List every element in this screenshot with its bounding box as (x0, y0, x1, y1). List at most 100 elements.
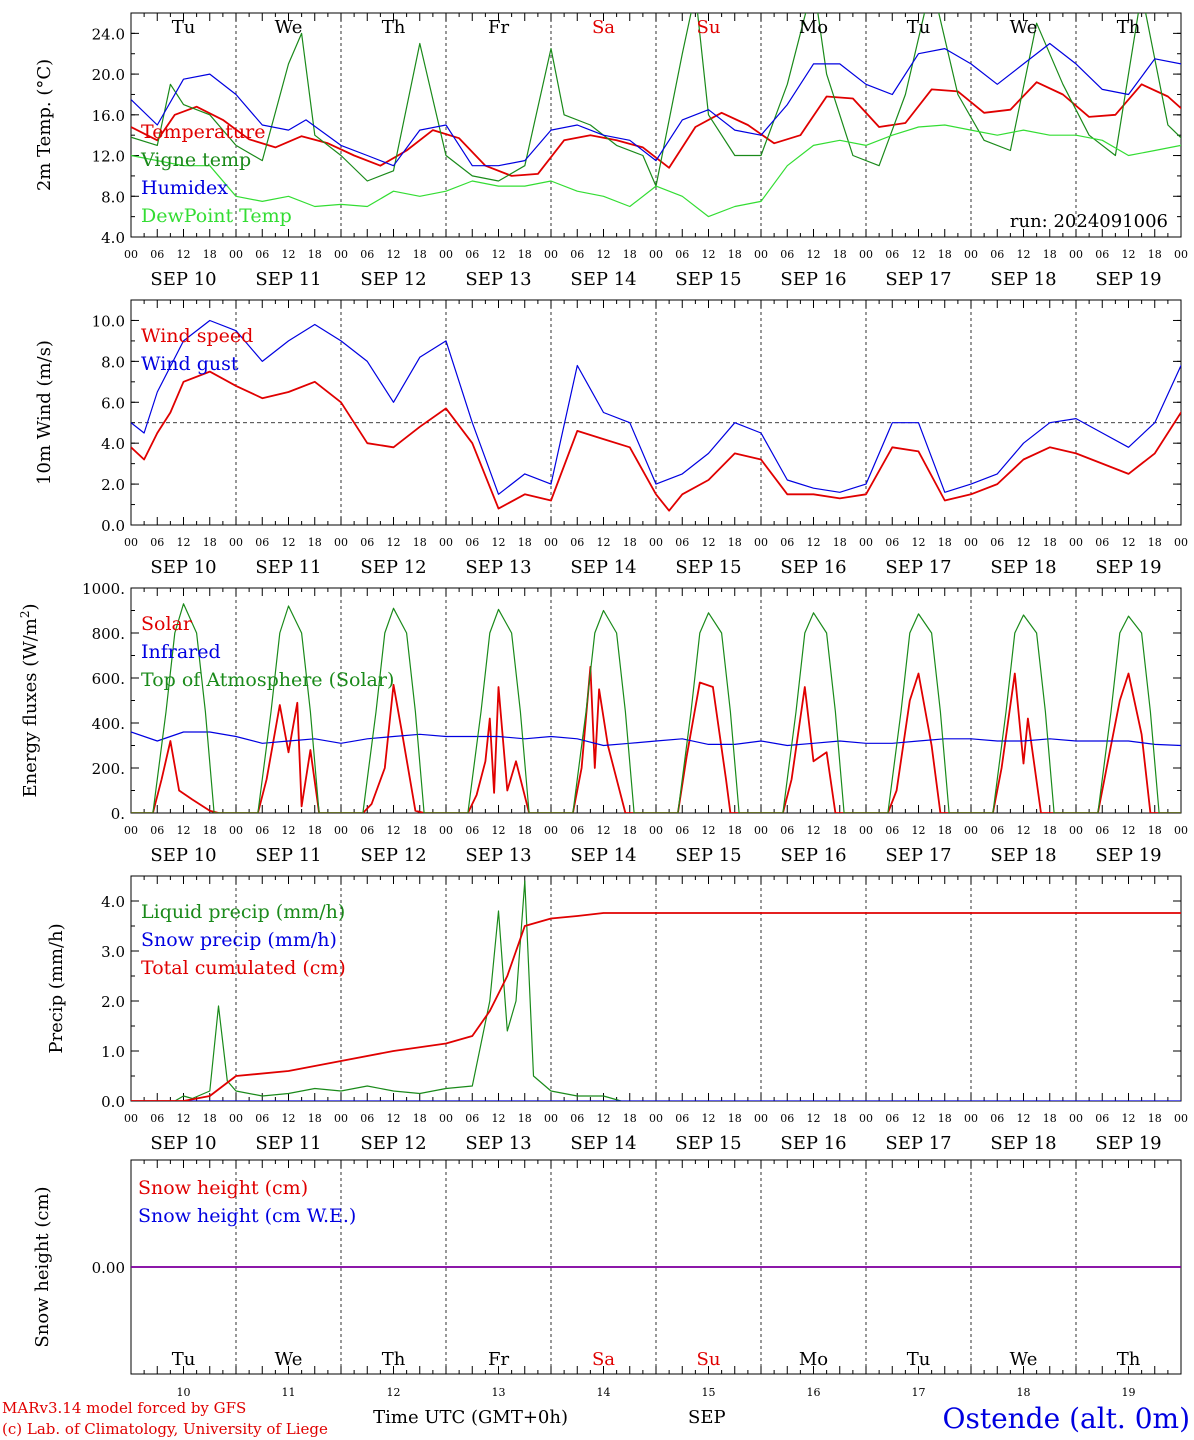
day-name: Tu (907, 17, 931, 38)
day-name: Tu (172, 1349, 196, 1370)
date-label: SEP 13 (465, 1133, 531, 1154)
hour-label: 12 (912, 536, 926, 549)
date-label: SEP 11 (255, 1133, 321, 1154)
series-group (131, 603, 1181, 813)
hour-label: 18 (623, 824, 637, 837)
hour-label: 12 (282, 248, 296, 261)
y-tick-label: 600. (92, 670, 125, 688)
hour-label: 06 (465, 536, 479, 549)
date-label: SEP 19 (1095, 1133, 1161, 1154)
day-name: We (1010, 1349, 1038, 1370)
hour-label: 00 (124, 248, 138, 261)
y-axis-label: 10m Wind (m/s) (34, 340, 55, 485)
day-number: 12 (387, 1386, 401, 1399)
hour-label: 12 (492, 536, 506, 549)
hour-label: 12 (912, 824, 926, 837)
hour-label: 00 (439, 824, 453, 837)
hour-label: 18 (1148, 536, 1162, 549)
hour-label: 18 (1043, 248, 1057, 261)
day-name: Sa (592, 1349, 615, 1370)
day-name: Tu (907, 1349, 931, 1370)
y-tick-label: 3.0 (101, 943, 125, 961)
series-line (131, 665, 1181, 813)
hour-label: 00 (1069, 248, 1083, 261)
hour-label: 06 (255, 824, 269, 837)
date-label: SEP 17 (885, 845, 951, 866)
hour-label: 12 (1122, 824, 1136, 837)
hour-label: 06 (465, 824, 479, 837)
hour-label: 06 (990, 248, 1004, 261)
day-name: Th (1117, 17, 1141, 38)
hour-label: 12 (282, 1112, 296, 1125)
day-number: 19 (1122, 1386, 1136, 1399)
panel-3: 0. 200. 400. 600. 800. 1000. Energy fluxes (W/… (18, 580, 1188, 866)
hour-label: 00 (439, 536, 453, 549)
date-label: SEP 13 (465, 845, 531, 866)
day-number: 18 (1017, 1386, 1031, 1399)
hour-label: 06 (780, 824, 794, 837)
hour-label: 12 (912, 248, 926, 261)
plot-frame (130, 12, 1182, 238)
date-label: SEP 17 (885, 557, 951, 578)
hour-label: 12 (177, 536, 191, 549)
series-line (131, 731, 1181, 747)
hour-label: 06 (150, 536, 164, 549)
legend-entry: Infrared (141, 641, 221, 663)
y-tick-label: 12.0 (92, 148, 125, 166)
y-tick-label: 4.0 (101, 435, 125, 453)
hour-label: 12 (1122, 248, 1136, 261)
hour-label: 18 (413, 536, 427, 549)
y-tick-label: 6.0 (101, 394, 125, 412)
lab-credit: (c) Lab. of Climatology, University of L… (2, 1420, 328, 1438)
legend-entry: Snow precip (mm/h) (141, 929, 337, 951)
hour-label: 00 (124, 536, 138, 549)
hour-label: 06 (1095, 536, 1109, 549)
hour-label: 00 (229, 248, 243, 261)
hour-label: 00 (334, 248, 348, 261)
hour-label: 00 (754, 536, 768, 549)
hour-label: 18 (203, 824, 217, 837)
day-name: We (275, 17, 303, 38)
hour-label: 00 (544, 248, 558, 261)
day-name: Th (382, 17, 406, 38)
y-tick-label: 2.0 (101, 993, 125, 1011)
y-tick-label: 8.0 (101, 353, 125, 371)
hour-label: 06 (990, 1112, 1004, 1125)
day-number: 10 (177, 1386, 191, 1399)
legend-entry: Solar (141, 613, 193, 635)
hour-label: 18 (938, 824, 952, 837)
series-line (131, 13, 1181, 187)
series-line (131, 370, 1181, 512)
legend-entry: Temperature (141, 121, 265, 143)
legend-entry: DewPoint Temp (141, 205, 292, 227)
date-label: SEP 11 (255, 269, 321, 290)
hour-label: 00 (964, 536, 978, 549)
panel-4: 0.0 1.0 2.0 3.0 4.0 Precip (mm/h) Liquid preci… (46, 875, 1188, 1154)
hour-label: 00 (964, 248, 978, 261)
hour-label: 18 (1148, 248, 1162, 261)
series-line (131, 319, 1181, 495)
day-name: We (275, 1349, 303, 1370)
hour-label: 12 (387, 1112, 401, 1125)
y-tick-label: 0.0 (101, 1093, 125, 1111)
hour-label: 00 (334, 536, 348, 549)
hour-label: 12 (912, 1112, 926, 1125)
date-label: SEP 10 (150, 557, 216, 578)
hour-label: 12 (387, 824, 401, 837)
hour-label: 06 (150, 248, 164, 261)
hour-label: 12 (597, 1112, 611, 1125)
hour-label: 06 (570, 824, 584, 837)
y-axis-label: Snow height (cm) (32, 1186, 53, 1347)
hour-label: 00 (229, 1112, 243, 1125)
day-name: Tu (172, 17, 196, 38)
hour-label: 12 (702, 1112, 716, 1125)
hour-label: 06 (255, 1112, 269, 1125)
hour-label: 06 (885, 1112, 899, 1125)
hour-label: 06 (780, 1112, 794, 1125)
hour-label: 12 (702, 248, 716, 261)
hour-label: 06 (675, 536, 689, 549)
day-name: Th (1117, 1349, 1141, 1370)
hour-label: 12 (597, 824, 611, 837)
day-name: Fr (488, 1349, 509, 1370)
day-number: 15 (702, 1386, 716, 1399)
